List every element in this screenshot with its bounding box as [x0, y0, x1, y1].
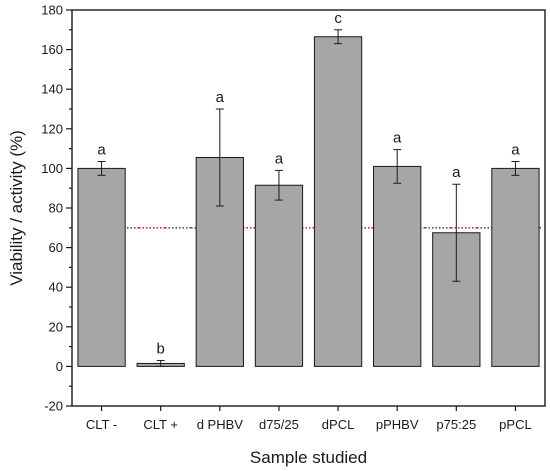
y-axis-title: Viability / activity (%)	[7, 130, 26, 286]
significance-label: a	[393, 130, 402, 147]
x-axis-ticks: CLT - CLT + d PHBV d75/25 dPCL pPHBV p75:25 pPC…	[86, 406, 532, 432]
y-tick-label: 80	[49, 201, 63, 216]
x-tick-label: pPHBV	[376, 417, 419, 432]
x-tick-label: d PHBV	[197, 417, 244, 432]
significance-label: a	[452, 164, 461, 181]
significance-labels: a b a a c a a a	[97, 10, 520, 358]
plot-frame	[71, 9, 546, 407]
significance-label: a	[275, 150, 284, 167]
y-tick-label: 160	[41, 42, 63, 57]
bar	[254, 184, 304, 367]
y-tick-label: 100	[41, 161, 63, 176]
bar	[491, 167, 540, 367]
significance-label: b	[157, 340, 165, 357]
x-tick-label: CLT -	[86, 417, 117, 432]
x-tick-label: p75:25	[436, 417, 476, 432]
x-tick-label: CLT +	[143, 417, 178, 432]
y-tick-label: 60	[49, 240, 63, 255]
x-tick-label: pPCL	[499, 417, 532, 432]
significance-label: c	[334, 10, 342, 27]
bar	[77, 167, 126, 367]
y-tick-label: 140	[41, 82, 63, 97]
bar	[313, 36, 363, 367]
x-tick-label: dPCL	[322, 417, 355, 432]
y-tick-label: 180	[41, 3, 63, 18]
significance-label: a	[216, 89, 225, 106]
y-axis-ticks: -20 0 20 40 60 80 100 120 140 160 180	[41, 3, 72, 414]
bar	[373, 165, 422, 367]
y-tick-label: 40	[49, 280, 63, 295]
significance-label: a	[511, 141, 520, 158]
bar	[195, 157, 244, 367]
x-tick-label: d75/25	[259, 417, 299, 432]
y-tick-label: 0	[56, 359, 63, 374]
significance-label: a	[97, 141, 106, 158]
x-axis-title: Sample studied	[250, 448, 367, 467]
bars	[77, 36, 540, 367]
y-tick-label: -20	[44, 399, 63, 414]
y-tick-label: 120	[41, 121, 63, 136]
y-tick-label: 20	[49, 319, 63, 334]
error-bars	[97, 29, 520, 367]
